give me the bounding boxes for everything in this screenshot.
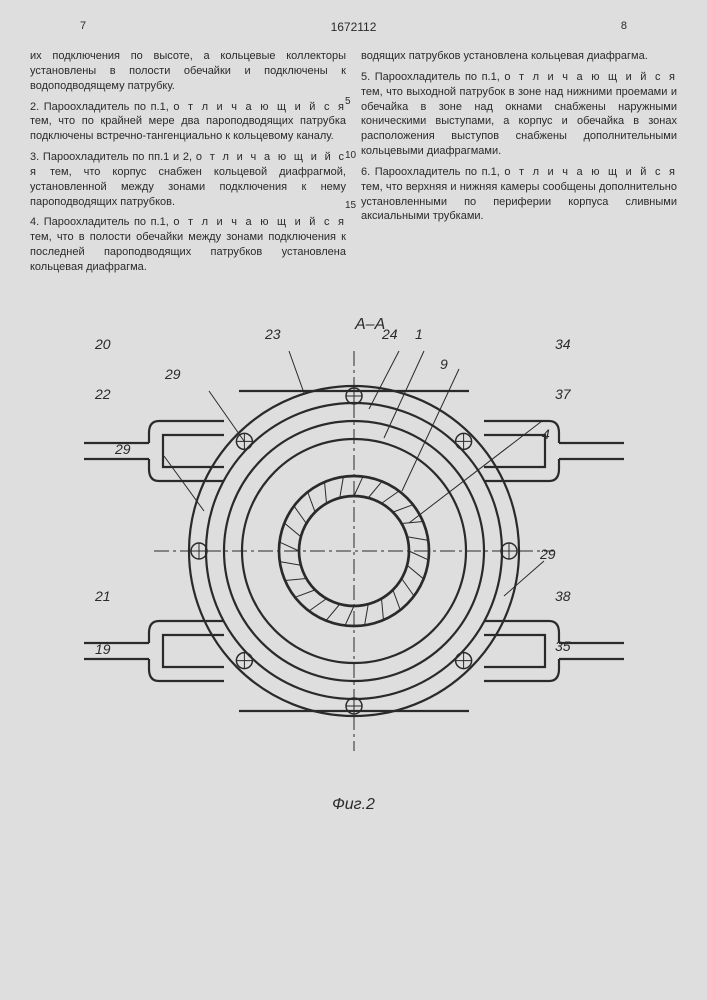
claim-5: 5. Пароохладитель по п.1, о т л и ч а ю … <box>361 70 677 159</box>
claim-2: 2. Пароохладитель по п.1, о т л и ч а ю … <box>30 100 346 145</box>
figure-caption: Фиг.2 <box>30 796 677 814</box>
ref-label-4: 4 <box>542 426 550 442</box>
figure-2: А–А 1 4 9 19 20 21 22 23 24 34 35 37 38 29 29 29 Фиг.2 <box>30 311 677 841</box>
left-column: их подключения по высоте, а кольцевые ко… <box>30 49 346 281</box>
ref-label-20: 20 <box>95 336 111 352</box>
ref-label-23: 23 <box>265 326 281 342</box>
ref-label-29b: 29 <box>115 441 131 457</box>
ref-label-19: 19 <box>95 641 111 657</box>
ref-label-22: 22 <box>95 386 111 402</box>
ref-label-29c: 29 <box>540 546 556 562</box>
figure-svg <box>64 311 644 791</box>
ref-label-1: 1 <box>415 326 423 342</box>
ref-label-9: 9 <box>440 356 448 372</box>
ref-label-37: 37 <box>555 386 571 402</box>
section-label: А–А <box>355 316 385 334</box>
ref-label-24: 24 <box>382 326 398 342</box>
document-number: 1672112 <box>331 20 377 34</box>
ref-label-21: 21 <box>95 588 111 604</box>
page-number-left: 7 <box>80 20 86 32</box>
page-number-right: 8 <box>621 20 627 32</box>
ref-label-34: 34 <box>555 336 571 352</box>
claim-3: 3. Пароохладитель по пп.1 и 2, о т л и ч… <box>30 150 346 209</box>
para-cont: их подключения по высоте, а кольцевые ко… <box>30 49 346 94</box>
claim-6: 6. Пароохладитель по п.1, о т л и ч а ю … <box>361 165 677 224</box>
line-number-markers: 5 10 15 <box>345 95 356 236</box>
ref-label-35: 35 <box>555 638 571 654</box>
claim-4: 4. Пароохладитель по п.1, о т л и ч а ю … <box>30 215 346 274</box>
right-column: водящих патрубков установлена кольцевая … <box>361 49 677 281</box>
para-cont-right: водящих патрубков установлена кольцевая … <box>361 49 677 64</box>
ref-label-29a: 29 <box>165 366 181 382</box>
ref-label-38: 38 <box>555 588 571 604</box>
